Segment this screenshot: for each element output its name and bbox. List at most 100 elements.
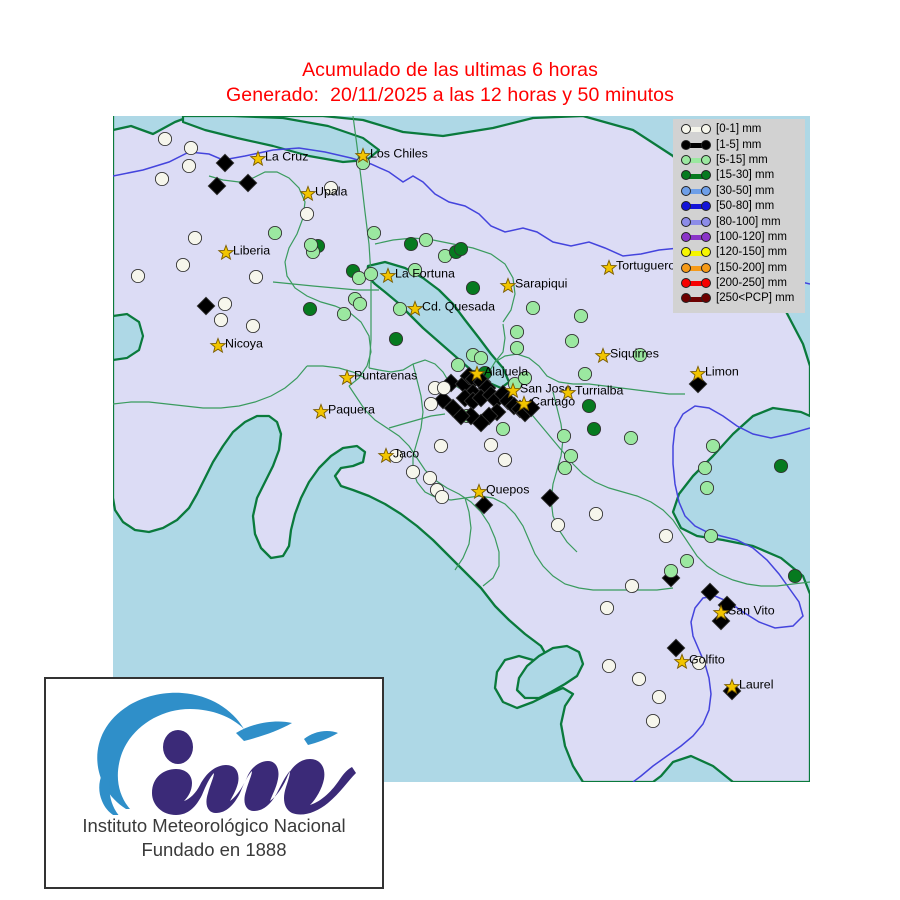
station-marker[interactable] (302, 301, 318, 317)
station-marker[interactable] (509, 324, 525, 340)
city-marker-paquera[interactable]: Paquera (312, 403, 375, 420)
station-marker[interactable] (679, 553, 695, 569)
legend-row-2[interactable]: [5-15] mm (673, 153, 805, 168)
station-marker[interactable] (517, 370, 533, 386)
city-marker-turrialba[interactable]: Turrialba (559, 384, 624, 401)
station-marker[interactable] (483, 437, 499, 453)
station-marker[interactable] (299, 206, 315, 222)
station-marker[interactable] (540, 488, 560, 508)
station-marker[interactable] (352, 296, 368, 312)
station-marker[interactable] (666, 638, 686, 658)
legend-row-7[interactable]: [100-120] mm (673, 230, 805, 245)
station-marker[interactable] (207, 176, 227, 196)
station-marker[interactable] (363, 266, 379, 282)
station-marker[interactable] (407, 262, 423, 278)
city-marker-alajuela[interactable]: Alajuela (468, 365, 528, 382)
city-marker-quepos[interactable]: Quepos (470, 483, 530, 500)
station-marker[interactable] (550, 517, 566, 533)
city-marker-los-chiles[interactable]: Los Chiles (354, 147, 428, 164)
legend-row-8[interactable]: [120-150] mm (673, 245, 805, 260)
station-marker[interactable] (303, 237, 319, 253)
legend-row-11[interactable]: [250<PCP] mm (673, 291, 805, 306)
city-marker-liberia[interactable]: Liberia (217, 244, 271, 261)
station-marker[interactable] (423, 396, 439, 412)
station-marker[interactable] (422, 470, 438, 486)
station-marker[interactable] (213, 312, 229, 328)
station-marker[interactable] (525, 300, 541, 316)
precipitation-legend[interactable]: [0-1] mm [1-5] mm [5-15] mm [15-30] mm [30-5… (673, 119, 805, 313)
station-marker[interactable] (697, 460, 713, 476)
station-marker[interactable] (573, 308, 589, 324)
station-marker[interactable] (336, 306, 352, 322)
station-marker[interactable] (366, 225, 382, 241)
station-marker[interactable] (436, 380, 452, 396)
city-marker-san-jose[interactable]: San Jose (504, 382, 572, 399)
station-marker[interactable] (645, 713, 661, 729)
station-marker[interactable] (130, 268, 146, 284)
station-marker[interactable] (557, 460, 573, 476)
city-markers-layer[interactable]: La Cruz Los Chiles Upala Liberia La Fortuna S… (209, 147, 775, 695)
station-marker[interactable] (465, 280, 481, 296)
station-marker[interactable] (556, 428, 572, 444)
legend-row-4[interactable]: [30-50] mm (673, 184, 805, 199)
station-marker[interactable] (450, 357, 466, 373)
city-marker-jaco[interactable]: Jaco (377, 447, 420, 464)
station-marker[interactable] (577, 366, 593, 382)
city-marker-limon[interactable]: Limon (689, 365, 739, 382)
station-marker[interactable] (624, 578, 640, 594)
station-marker[interactable] (691, 655, 707, 671)
station-marker[interactable] (433, 438, 449, 454)
station-marker[interactable] (509, 340, 525, 356)
station-marker[interactable] (461, 406, 481, 426)
station-marker[interactable] (418, 232, 434, 248)
city-marker-siquirres[interactable]: Siquirres (594, 347, 659, 364)
station-marker[interactable] (663, 563, 679, 579)
station-marker[interactable] (403, 236, 419, 252)
station-marker[interactable] (658, 528, 674, 544)
legend-row-10[interactable]: [200-250] mm (673, 276, 805, 291)
city-marker-la-cruz[interactable]: La Cruz (249, 150, 309, 167)
station-marker[interactable] (773, 458, 789, 474)
station-marker[interactable] (495, 421, 511, 437)
station-marker[interactable] (157, 131, 173, 147)
station-marker[interactable] (563, 448, 579, 464)
legend-row-6[interactable]: [80-100] mm (673, 214, 805, 229)
station-marker[interactable] (705, 438, 721, 454)
city-marker-sarapiqui[interactable]: Sarapiqui (499, 277, 568, 294)
station-marker[interactable] (245, 318, 261, 334)
station-marker[interactable] (787, 568, 803, 584)
city-marker-tortuguero[interactable]: Tortuguero (600, 259, 676, 276)
station-marker[interactable] (433, 390, 453, 410)
station-marker[interactable] (473, 350, 489, 366)
station-marker[interactable] (175, 257, 191, 273)
city-marker-upala[interactable]: Upala (299, 185, 348, 202)
station-marker[interactable] (392, 301, 408, 317)
station-marker[interactable] (631, 671, 647, 687)
station-marker[interactable] (699, 480, 715, 496)
station-marker[interactable] (474, 495, 494, 515)
station-marker[interactable] (215, 153, 235, 173)
station-marker[interactable] (711, 611, 731, 631)
station-marker[interactable] (581, 398, 597, 414)
station-marker[interactable] (586, 421, 602, 437)
city-marker-la-fortuna[interactable]: La Fortuna (379, 267, 455, 284)
station-marker[interactable] (497, 452, 513, 468)
station-marker[interactable] (700, 582, 720, 602)
station-marker[interactable] (599, 600, 615, 616)
station-marker[interactable] (623, 430, 639, 446)
city-marker-cartago[interactable]: Cartago (515, 395, 575, 412)
station-marker[interactable] (181, 158, 197, 174)
city-marker-nicoya[interactable]: Nicoya (209, 337, 263, 354)
station-markers-layer[interactable] (130, 131, 803, 729)
station-marker[interactable] (238, 173, 258, 193)
station-marker[interactable] (703, 528, 719, 544)
station-marker[interactable] (154, 171, 170, 187)
station-marker[interactable] (351, 270, 367, 286)
station-marker[interactable] (564, 333, 580, 349)
city-marker-cd-quesada[interactable]: Cd. Quesada (406, 300, 495, 317)
city-marker-laurel[interactable]: Laurel (723, 678, 774, 695)
station-marker[interactable] (323, 180, 339, 196)
legend-row-0[interactable]: [0-1] mm (673, 122, 805, 137)
station-marker[interactable] (453, 241, 469, 257)
legend-row-5[interactable]: [50-80] mm (673, 199, 805, 214)
